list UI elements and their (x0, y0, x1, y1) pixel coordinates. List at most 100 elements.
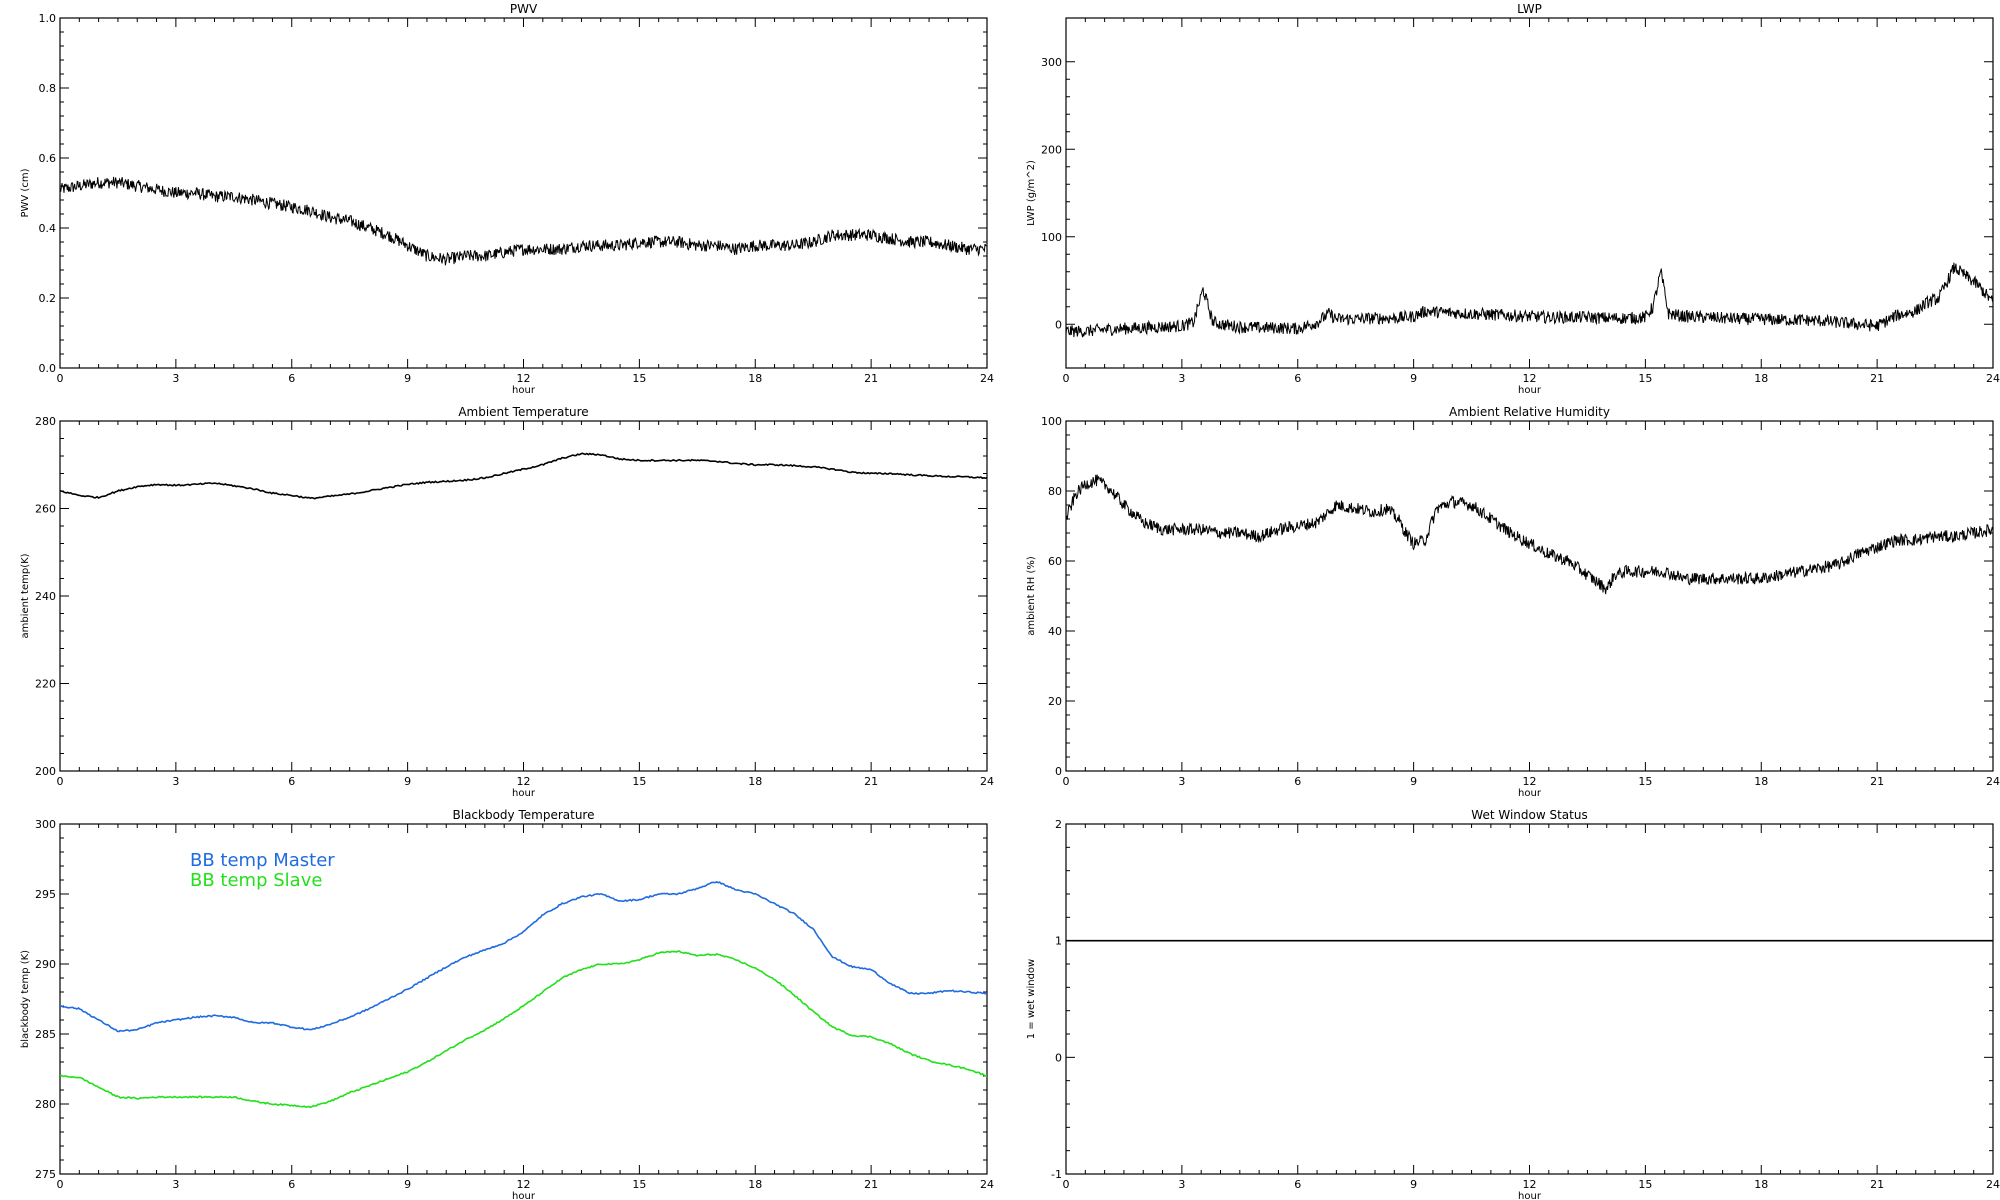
series-group (60, 176, 987, 266)
y-tick-label: 0.8 (39, 82, 57, 95)
x-tick-label: 6 (1294, 775, 1301, 788)
series-line-1 (60, 950, 987, 1109)
x-tick-label: 18 (1754, 372, 1768, 385)
x-tick-label: 18 (748, 372, 762, 385)
x-tick-label: 24 (980, 775, 994, 788)
x-tick-label: 3 (1178, 372, 1185, 385)
x-tick-label: 6 (288, 775, 295, 788)
x-tick-label: 3 (1178, 775, 1185, 788)
y-tick-label: 0.6 (39, 152, 57, 165)
legend-entry: BB temp Master (190, 850, 335, 871)
x-tick-label: 9 (404, 372, 411, 385)
panel-0: PWV 0 3 6 9 12 15 18 21 24 hour 0.0 0.2 0.4 0.6 0.8 1.0 P… (20, 2, 994, 396)
y-tick-label: 200 (35, 765, 56, 778)
y-tick-label: 295 (35, 888, 56, 901)
x-tick-label: 21 (864, 775, 878, 788)
x-tick-label: 3 (172, 1178, 179, 1191)
x-axis-label: hour (1518, 1191, 1542, 1200)
y-tick-label: 280 (35, 415, 56, 428)
x-axis-label: hour (512, 385, 536, 396)
x-tick-label: 12 (1523, 372, 1537, 385)
x-tick-label: 0 (1063, 1178, 1070, 1191)
y-tick-label: 0 (1055, 765, 1062, 778)
x-axis-label: hour (512, 788, 536, 799)
y-tick-label: 20 (1048, 695, 1062, 708)
plot-frame (1065, 420, 1994, 772)
chart-title: Wet Window Status (1471, 808, 1587, 822)
x-tick-label: 12 (517, 372, 531, 385)
x-tick-label: 0 (57, 1178, 64, 1191)
x-tick-label: 12 (517, 775, 531, 788)
y-tick-label: 275 (35, 1168, 56, 1181)
y-tick-label: 100 (1041, 231, 1062, 244)
x-tick-label: 0 (1063, 775, 1070, 788)
x-tick-label: 24 (1986, 372, 2000, 385)
y-tick-label: 80 (1048, 485, 1062, 498)
legend-entry: BB temp Slave (190, 870, 322, 891)
series-group (1066, 474, 1993, 595)
x-tick-label: 3 (1178, 1178, 1185, 1191)
x-tick-label: 18 (748, 1178, 762, 1191)
series-line-0 (1066, 474, 1993, 595)
x-tick-label: 15 (1638, 1178, 1652, 1191)
x-tick-label: 6 (288, 1178, 295, 1191)
x-tick-label: 21 (864, 372, 878, 385)
y-tick-label: 300 (35, 818, 56, 831)
x-tick-label: 12 (517, 1178, 531, 1191)
y-tick-label: 100 (1041, 415, 1062, 428)
x-tick-label: 3 (172, 775, 179, 788)
x-tick-label: 6 (1294, 372, 1301, 385)
y-tick-label: 300 (1041, 56, 1062, 69)
y-axis-label: blackbody temp (K) (20, 950, 31, 1048)
x-tick-label: 9 (404, 775, 411, 788)
x-tick-label: 15 (632, 372, 646, 385)
y-axis-label: PWV (cm) (20, 168, 31, 217)
x-tick-label: 21 (864, 1178, 878, 1191)
x-tick-label: 9 (404, 1178, 411, 1191)
panel-3: Ambient Relative Humidity 0 3 6 9 12 15 18 21 24 h… (1026, 405, 2000, 799)
x-tick-label: 18 (1754, 775, 1768, 788)
y-axis-label: LWP (g/m^2) (1026, 160, 1037, 226)
plot-frame (1065, 823, 1994, 1175)
y-tick-label: 200 (1041, 143, 1062, 156)
y-tick-label: 0 (1055, 318, 1062, 331)
x-tick-label: 24 (980, 1178, 994, 1191)
x-tick-label: 21 (1870, 775, 1884, 788)
x-axis-label: hour (512, 1191, 536, 1200)
x-tick-label: 6 (1294, 1178, 1301, 1191)
y-tick-label: 1 (1055, 935, 1062, 948)
y-tick-label: 0 (1055, 1051, 1062, 1064)
chart-title: PWV (510, 2, 538, 16)
x-tick-label: 24 (980, 372, 994, 385)
x-tick-label: 0 (1063, 372, 1070, 385)
x-tick-label: 0 (57, 775, 64, 788)
y-tick-label: 285 (35, 1028, 56, 1041)
x-tick-label: 21 (1870, 372, 1884, 385)
y-tick-label: -1 (1051, 1168, 1062, 1181)
chart-title: Ambient Temperature (458, 405, 588, 419)
series-line-0 (60, 176, 987, 266)
y-tick-label: 1.0 (39, 12, 57, 25)
x-tick-label: 24 (1986, 775, 2000, 788)
x-tick-label: 9 (1410, 1178, 1417, 1191)
series-line-0 (1066, 262, 1993, 338)
x-tick-label: 12 (1523, 775, 1537, 788)
y-tick-label: 290 (35, 958, 56, 971)
y-axis-label: 1 = wet window (1026, 959, 1037, 1039)
x-tick-label: 9 (1410, 775, 1417, 788)
y-tick-label: 0.0 (39, 362, 57, 375)
x-tick-label: 3 (172, 372, 179, 385)
series-group (60, 452, 987, 500)
x-tick-label: 6 (288, 372, 295, 385)
x-tick-label: 12 (1523, 1178, 1537, 1191)
x-axis-label: hour (1518, 788, 1542, 799)
x-tick-label: 18 (748, 775, 762, 788)
x-tick-label: 15 (1638, 372, 1652, 385)
chart-title: LWP (1517, 2, 1542, 16)
x-tick-label: 24 (1986, 1178, 2000, 1191)
series-group (1066, 262, 1993, 338)
x-tick-label: 15 (1638, 775, 1652, 788)
